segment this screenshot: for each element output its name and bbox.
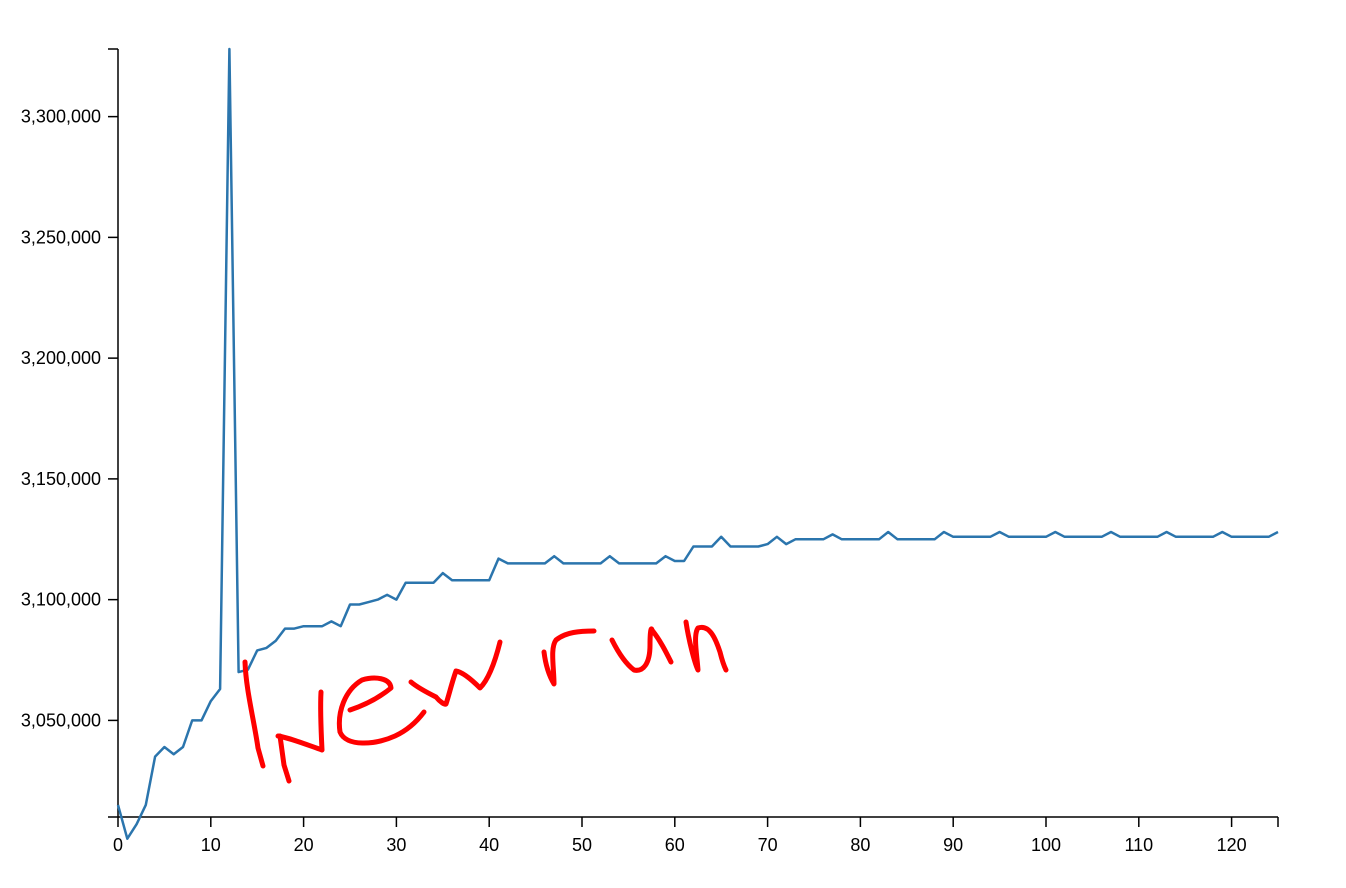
x-tick-label: 30: [386, 835, 406, 855]
annotation-letter-n-stroke-3: [275, 689, 325, 753]
x-tick-label: 10: [201, 835, 221, 855]
x-tick-label: 20: [294, 835, 314, 855]
y-tick-label: 3,050,000: [21, 710, 101, 730]
x-tick-label: 110: [1124, 835, 1153, 855]
y-tick-label: 3,300,000: [21, 107, 101, 127]
annotation-letter-r: [541, 628, 597, 687]
annotation-letter-n-stroke-2: [277, 733, 292, 784]
annotation-letter-e: [336, 675, 427, 746]
x-tick-label: 70: [758, 835, 778, 855]
x-tick-label: 0: [113, 835, 123, 855]
annotation-letter-w: [408, 639, 503, 707]
annotation-letter-u: [609, 626, 674, 673]
x-tick-label: 100: [1031, 835, 1061, 855]
y-tick-label: 3,100,000: [21, 590, 101, 610]
annotation-new-run: [242, 619, 729, 784]
axes: 0 10 20 30 40 50 60 70 80 90 100 110 120 3,050,000 3,1…: [21, 48, 1279, 855]
y-tick-label: 3,250,000: [21, 227, 101, 247]
x-tick-label: 90: [943, 835, 963, 855]
annotation-letter-n-stroke-1: [242, 659, 266, 769]
y-tick-label: 3,150,000: [21, 469, 101, 489]
x-tick-label: 40: [479, 835, 499, 855]
series-line: [116, 47, 1279, 840]
x-tick-label: 60: [665, 835, 685, 855]
x-tick-label: 50: [572, 835, 592, 855]
x-tick-label: 80: [850, 835, 870, 855]
x-tick-label: 120: [1217, 835, 1247, 855]
y-tick-label: 3,200,000: [21, 348, 101, 368]
annotation-letter-n-2: [683, 619, 729, 673]
